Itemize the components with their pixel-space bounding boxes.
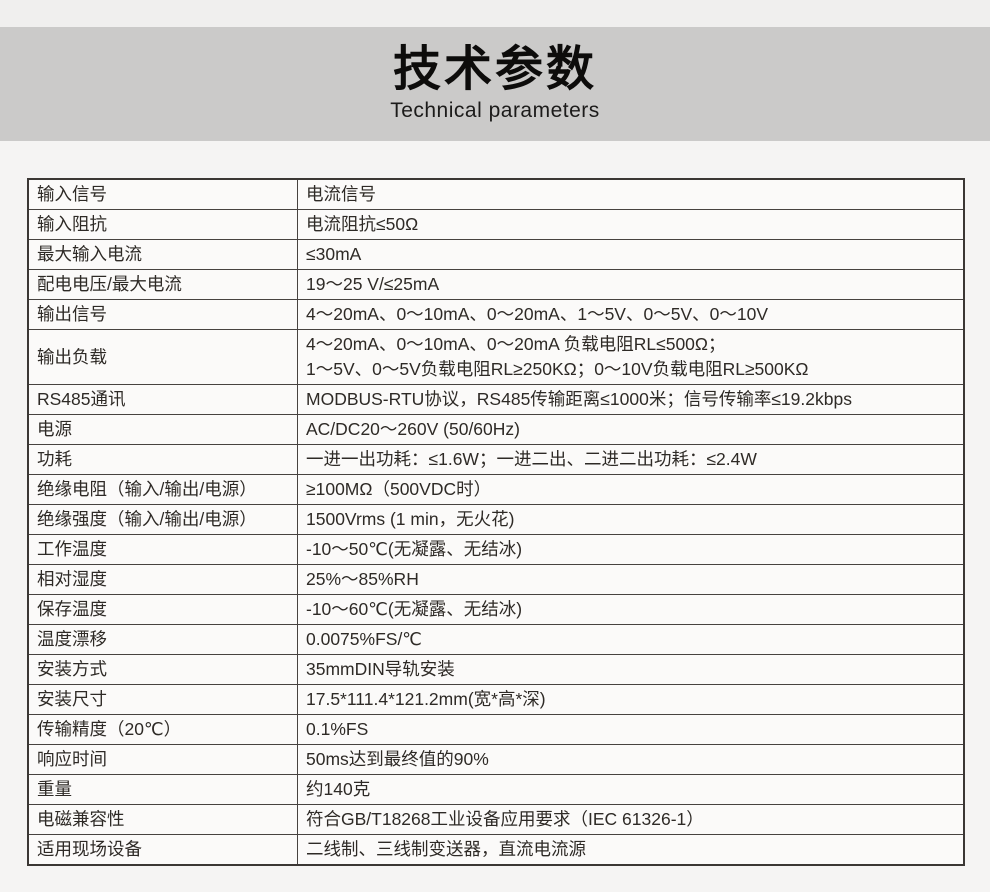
param-value: AC/DC20～260V (50/60Hz) — [297, 414, 965, 445]
param-value: ≥100MΩ（500VDC时） — [297, 474, 965, 505]
table-row: 配电电压/最大电流 19～25 V/≤25mA — [27, 269, 965, 300]
table-row: 电源 AC/DC20～260V (50/60Hz) — [27, 414, 965, 445]
param-value: 符合GB/T18268工业设备应用要求（IEC 61326-1） — [297, 804, 965, 835]
param-label: 绝缘强度（输入/输出/电源） — [27, 504, 298, 535]
table-row: 工作温度 -10～50℃(无凝露、无结冰) — [27, 534, 965, 565]
param-label: 安装尺寸 — [27, 684, 298, 715]
param-label: 输入信号 — [27, 178, 298, 210]
page-subtitle: Technical parameters — [390, 98, 600, 122]
table-row: 功耗 一进一出功耗：≤1.6W；一进二出、二进二出功耗：≤2.4W — [27, 444, 965, 475]
param-value: 约140克 — [297, 774, 965, 805]
param-label: 电源 — [27, 414, 298, 445]
spec-table: 输入信号 电流信号 输入阻抗 电流阻抗≤50Ω 最大输入电流 ≤30mA 配电电… — [27, 178, 965, 866]
param-label: 输出负载 — [27, 329, 298, 385]
table-row: 最大输入电流 ≤30mA — [27, 239, 965, 270]
table-row: 绝缘强度（输入/输出/电源） 1500Vrms (1 min，无火花) — [27, 504, 965, 535]
param-label: 保存温度 — [27, 594, 298, 625]
param-label: RS485通讯 — [27, 384, 298, 415]
page-title: 技术参数 — [392, 43, 597, 97]
param-label: 相对湿度 — [27, 564, 298, 595]
param-label: 工作温度 — [27, 534, 298, 565]
param-label: 适用现场设备 — [27, 834, 298, 866]
param-label: 绝缘电阻（输入/输出/电源） — [27, 474, 298, 505]
table-row: 安装尺寸 17.5*111.4*121.2mm(宽*高*深) — [27, 684, 965, 715]
param-label: 电磁兼容性 — [27, 804, 298, 835]
param-value: 50ms达到最终值的90% — [297, 744, 965, 775]
table-row: 输入信号 电流信号 — [27, 178, 965, 210]
param-value: 二线制、三线制变送器，直流电流源 — [297, 834, 965, 866]
top-strip — [0, 0, 990, 27]
param-label: 输入阻抗 — [27, 209, 298, 240]
param-label: 输出信号 — [27, 299, 298, 330]
param-label: 安装方式 — [27, 654, 298, 685]
param-value: 4～20mA、0～10mA、0～20mA 负载电阻RL≤500Ω； 1～5V、0… — [297, 329, 965, 385]
param-value: -10～60℃(无凝露、无结冰) — [297, 594, 965, 625]
table-row: 安装方式 35mmDIN导轨安装 — [27, 654, 965, 685]
param-label: 最大输入电流 — [27, 239, 298, 270]
param-label: 温度漂移 — [27, 624, 298, 655]
param-label: 响应时间 — [27, 744, 298, 775]
param-label: 传输精度（20℃） — [27, 714, 298, 745]
table-row: RS485通讯 MODBUS-RTU协议，RS485传输距离≤1000米；信号传… — [27, 384, 965, 415]
table-row: 输入阻抗 电流阻抗≤50Ω — [27, 209, 965, 240]
table-row: 温度漂移 0.0075%FS/℃ — [27, 624, 965, 655]
param-value: 1500Vrms (1 min，无火花) — [297, 504, 965, 535]
param-value: 一进一出功耗：≤1.6W；一进二出、二进二出功耗：≤2.4W — [297, 444, 965, 475]
param-value: 17.5*111.4*121.2mm(宽*高*深) — [297, 684, 965, 715]
table-row: 保存温度 -10～60℃(无凝露、无结冰) — [27, 594, 965, 625]
table-row: 绝缘电阻（输入/输出/电源） ≥100MΩ（500VDC时） — [27, 474, 965, 505]
table-row: 重量 约140克 — [27, 774, 965, 805]
table-row: 相对湿度 25%～85%RH — [27, 564, 965, 595]
param-value: ≤30mA — [297, 239, 965, 270]
table-row: 输出负载 4～20mA、0～10mA、0～20mA 负载电阻RL≤500Ω； 1… — [27, 329, 965, 385]
header-band: 技术参数 Technical parameters — [0, 27, 990, 141]
param-value: 0.0075%FS/℃ — [297, 624, 965, 655]
param-value: 19～25 V/≤25mA — [297, 269, 965, 300]
param-value: 电流信号 — [297, 178, 965, 210]
table-row: 电磁兼容性 符合GB/T18268工业设备应用要求（IEC 61326-1） — [27, 804, 965, 835]
param-label: 功耗 — [27, 444, 298, 475]
param-value: 35mmDIN导轨安装 — [297, 654, 965, 685]
param-value: 4～20mA、0～10mA、0～20mA、1～5V、0～5V、0～10V — [297, 299, 965, 330]
table-row: 响应时间 50ms达到最终值的90% — [27, 744, 965, 775]
table-row: 传输精度（20℃） 0.1%FS — [27, 714, 965, 745]
table-row: 输出信号 4～20mA、0～10mA、0～20mA、1～5V、0～5V、0～10… — [27, 299, 965, 330]
param-value: 电流阻抗≤50Ω — [297, 209, 965, 240]
param-label: 重量 — [27, 774, 298, 805]
param-value: MODBUS-RTU协议，RS485传输距离≤1000米；信号传输率≤19.2k… — [297, 384, 965, 415]
table-row: 适用现场设备 二线制、三线制变送器，直流电流源 — [27, 834, 965, 866]
param-value: -10～50℃(无凝露、无结冰) — [297, 534, 965, 565]
param-label: 配电电压/最大电流 — [27, 269, 298, 300]
param-value: 25%～85%RH — [297, 564, 965, 595]
param-value: 0.1%FS — [297, 714, 965, 745]
